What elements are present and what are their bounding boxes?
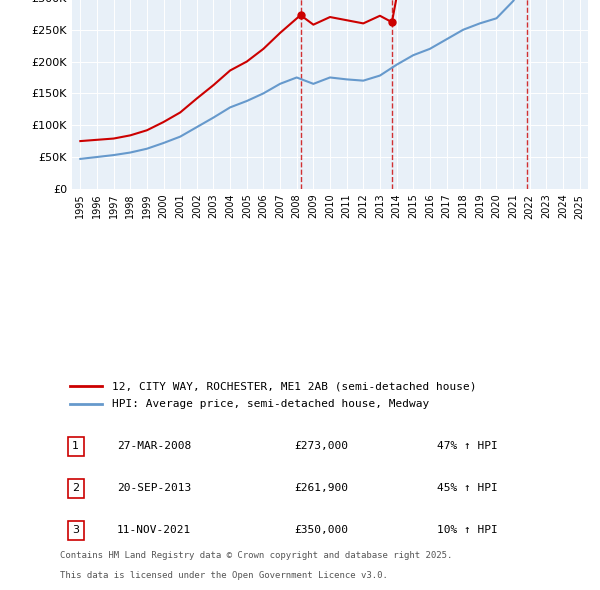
Text: HPI: Average price, semi-detached house, Medway: HPI: Average price, semi-detached house,… (112, 399, 430, 409)
Text: 3: 3 (72, 526, 79, 535)
Text: Contains HM Land Registry data © Crown copyright and database right 2025.: Contains HM Land Registry data © Crown c… (60, 550, 452, 560)
Text: £350,000: £350,000 (294, 526, 348, 535)
Text: 1: 1 (72, 441, 79, 451)
Text: £261,900: £261,900 (294, 483, 348, 493)
Text: 12, CITY WAY, ROCHESTER, ME1 2AB (semi-detached house): 12, CITY WAY, ROCHESTER, ME1 2AB (semi-d… (112, 381, 476, 391)
Text: 2: 2 (72, 483, 79, 493)
Text: This data is licensed under the Open Government Licence v3.0.: This data is licensed under the Open Gov… (60, 571, 388, 581)
Text: 27-MAR-2008: 27-MAR-2008 (117, 441, 191, 451)
Text: 11-NOV-2021: 11-NOV-2021 (117, 526, 191, 535)
Text: 20-SEP-2013: 20-SEP-2013 (117, 483, 191, 493)
Text: £273,000: £273,000 (294, 441, 348, 451)
Text: 45% ↑ HPI: 45% ↑ HPI (437, 483, 497, 493)
Text: 10% ↑ HPI: 10% ↑ HPI (437, 526, 497, 535)
Text: 47% ↑ HPI: 47% ↑ HPI (437, 441, 497, 451)
